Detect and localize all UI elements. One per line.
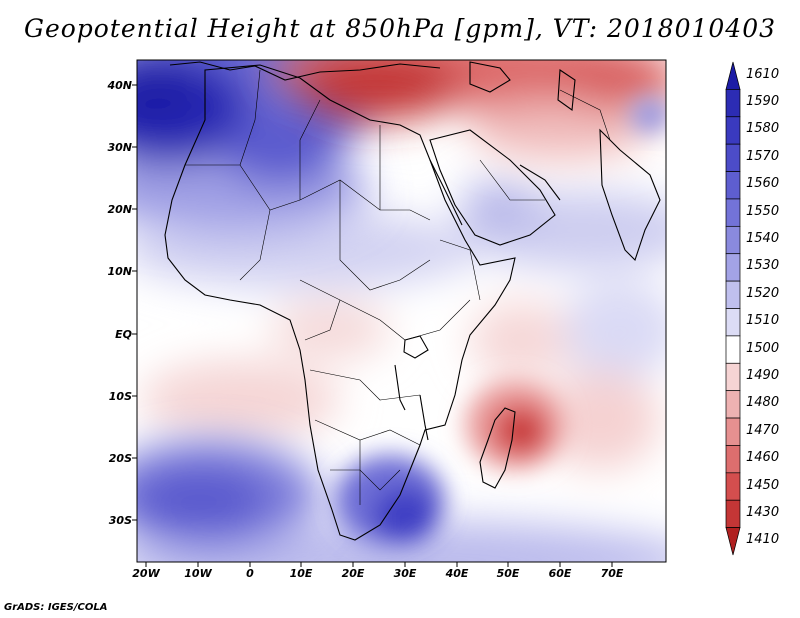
colorbar-label: 1540 <box>746 231 780 247</box>
lon-label: 40E <box>445 567 469 580</box>
lat-label: 20N <box>107 203 132 216</box>
colorbar-label: 1480 <box>746 395 780 411</box>
colorbar-cell <box>725 362 741 392</box>
colorbar-label: 1510 <box>746 313 780 329</box>
lon-label: 50E <box>496 567 520 580</box>
colorbar-label: 1470 <box>746 422 780 438</box>
credit-text: GrADS: IGES/COLA <box>4 602 108 613</box>
lat-label: 40N <box>107 79 132 92</box>
colorbar-cell <box>725 116 741 145</box>
colorbar-label: 1580 <box>746 121 780 137</box>
colorbar-label: 1490 <box>746 367 780 383</box>
map-title: Geopotential Height at 850hPa [gpm], VT:… <box>23 14 777 43</box>
lat-label: EQ <box>115 328 132 341</box>
colorbar-label: 1550 <box>746 203 780 219</box>
colorbar-label: 1570 <box>746 148 780 164</box>
lat-label: 30S <box>108 514 132 527</box>
colorbar <box>725 61 741 556</box>
axis-ticks <box>132 84 613 567</box>
plot-frame <box>136 59 667 563</box>
colorbar-label: 1610 <box>746 66 780 82</box>
colorbar-label: 1520 <box>746 285 780 301</box>
colorbar-label: 1590 <box>746 94 780 110</box>
colorbar-cell <box>725 445 741 474</box>
country-borders <box>185 69 611 505</box>
coastline-layer <box>164 61 661 541</box>
lon-label: 20W <box>132 567 160 580</box>
lon-label: 30E <box>393 567 417 580</box>
lon-label: 60E <box>548 567 572 580</box>
colorbar-cell <box>725 390 741 419</box>
lon-label: 0 <box>246 567 254 580</box>
colorbar-cell <box>725 499 741 528</box>
lon-label: 10E <box>289 567 313 580</box>
colorbar-cell <box>725 527 741 556</box>
lon-label: 10W <box>184 567 212 580</box>
colorbar-cell <box>725 171 741 200</box>
colorbar-cell <box>725 253 741 282</box>
lon-label: 70E <box>600 567 624 580</box>
colorbar-cell <box>725 225 741 255</box>
colorbar-cell <box>725 143 741 172</box>
colorbar-label: 1460 <box>746 450 780 466</box>
lat-label: 30N <box>107 141 132 154</box>
lat-label: 10N <box>107 265 132 278</box>
colorbar-cell <box>725 280 741 309</box>
colorbar-label: 1530 <box>746 258 780 274</box>
lat-label: 10S <box>108 390 132 403</box>
colorbar-cell <box>725 89 741 118</box>
lon-label: 20E <box>341 567 365 580</box>
colorbar-cell <box>725 472 741 501</box>
colorbar-label: 1560 <box>746 176 780 192</box>
colorbar-label: 1430 <box>746 504 780 520</box>
colorbar-cell <box>725 198 741 227</box>
colorbar-label: 1450 <box>746 477 780 493</box>
colorbar-label: 1410 <box>746 532 780 548</box>
colorbar-cell <box>725 417 741 446</box>
colorbar-cell <box>725 61 741 90</box>
height-field <box>137 60 666 562</box>
colorbar-cell <box>725 308 741 337</box>
colorbar-label: 1500 <box>746 340 780 356</box>
colorbar-cell <box>725 335 741 364</box>
lat-label: 20S <box>108 452 132 465</box>
